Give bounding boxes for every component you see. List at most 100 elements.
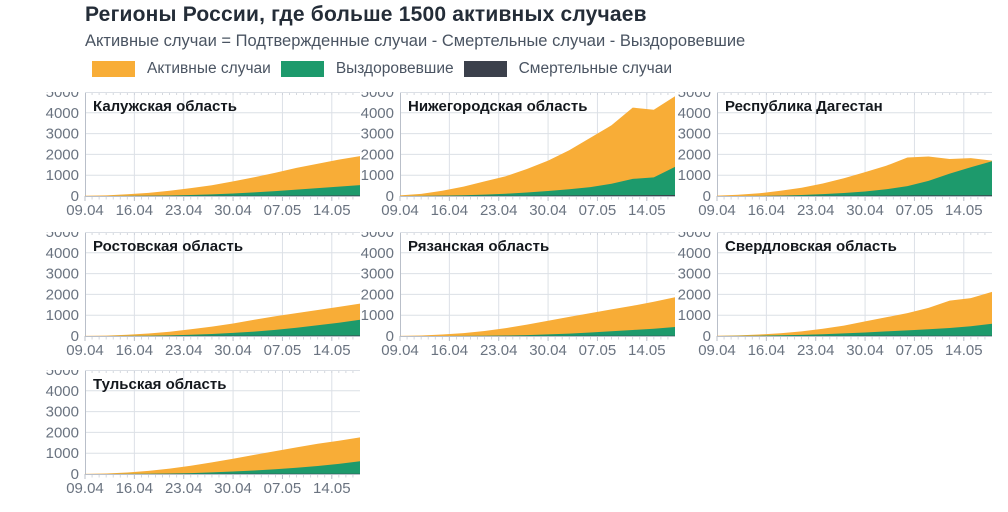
- region-chart: 0 1000 2000 3000 4000 5000 09.04 16.04 23.04 30.0…: [46, 362, 360, 497]
- area-recovered: [717, 161, 992, 196]
- region-title: Ростовская область: [93, 238, 243, 255]
- legend-label: Смертельные случаи: [518, 60, 673, 77]
- x-tick-label: 30.04: [846, 202, 884, 219]
- x-tick-label: 30.04: [529, 342, 567, 359]
- x-tick-label: 16.04: [431, 202, 469, 219]
- region-title: Нижегородская область: [408, 98, 587, 115]
- x-tick-label: 14.05: [313, 480, 351, 497]
- area-deaths: [400, 195, 675, 196]
- x-tick-label: 09.04: [66, 202, 104, 219]
- y-tick-label: 2000: [361, 286, 394, 303]
- subplot-1: 0 1000 2000 3000 4000 5000 09.04 16.04 23.04 30.0…: [41, 84, 360, 222]
- page-title: Регионы России, где больше 1500 активных…: [85, 3, 647, 26]
- y-tick-label: 2000: [678, 146, 711, 163]
- x-tick-label: 09.04: [698, 202, 736, 219]
- x-tick-label: 16.04: [116, 480, 154, 497]
- area-active-cases: [717, 291, 992, 336]
- y-tick-label: 0: [386, 188, 394, 205]
- y-tick-label: 3000: [361, 266, 394, 283]
- region-title: Рязанская область: [408, 238, 549, 255]
- y-tick-label: 5000: [361, 92, 394, 101]
- x-tick-label: 23.04: [165, 202, 203, 219]
- x-tick-label: 23.04: [480, 342, 518, 359]
- x-tick-label: 09.04: [381, 342, 419, 359]
- y-tick-label: 4000: [678, 245, 711, 262]
- y-tick-label: 3000: [46, 404, 79, 421]
- area-recovered: [85, 461, 360, 474]
- subplot-3: 0 1000 2000 3000 4000 5000 09.04 16.04 23.04 30.0…: [673, 84, 992, 222]
- x-tick-label: 09.04: [381, 202, 419, 219]
- region-chart: 0 1000 2000 3000 4000 5000 09.04 16.04 23.04 30.0…: [46, 84, 360, 219]
- x-tick-label: 09.04: [66, 480, 104, 497]
- y-tick-label: 0: [703, 188, 711, 205]
- region-chart: 0 1000 2000 3000 4000 5000 09.04 16.04 23.04 30.0…: [361, 84, 675, 219]
- x-tick-label: 30.04: [214, 480, 252, 497]
- x-tick-label: 14.05: [945, 342, 983, 359]
- y-tick-label: 4000: [678, 105, 711, 122]
- x-tick-label: 07.05: [896, 202, 934, 219]
- area-recovered: [400, 166, 675, 196]
- subplot-5: 0 1000 2000 3000 4000 5000 09.04 16.04 23.04 30.0…: [356, 224, 675, 362]
- page-subtitle: Активные случаи = Подтвержденные случаи …: [85, 32, 746, 50]
- x-tick-label: 23.04: [165, 342, 203, 359]
- x-tick-label: 09.04: [698, 342, 736, 359]
- x-tick-label: 07.05: [264, 202, 302, 219]
- y-tick-label: 4000: [46, 245, 79, 262]
- region-chart: 0 1000 2000 3000 4000 5000 09.04 16.04 23.04 30.0…: [678, 84, 992, 219]
- legend-label: Выздоровевшие: [335, 60, 454, 77]
- y-tick-label: 3000: [361, 126, 394, 143]
- y-tick-label: 1000: [678, 167, 711, 184]
- area-recovered: [400, 327, 675, 336]
- deaths-swatch-icon: [463, 61, 507, 77]
- x-tick-label: 07.05: [579, 202, 617, 219]
- region-chart: 0 1000 2000 3000 4000 5000 09.04 16.04 23.04 30.0…: [361, 224, 675, 359]
- area-active-cases: [85, 437, 360, 474]
- y-tick-label: 5000: [46, 92, 79, 101]
- x-tick-label: 23.04: [797, 202, 835, 219]
- area-active-cases: [85, 156, 360, 196]
- region-title: Калужская область: [93, 98, 237, 115]
- x-tick-label: 30.04: [529, 202, 567, 219]
- y-tick-label: 1000: [361, 307, 394, 324]
- x-tick-label: 30.04: [846, 342, 884, 359]
- y-tick-label: 1000: [46, 307, 79, 324]
- y-tick-label: 5000: [678, 92, 711, 101]
- y-tick-label: 2000: [46, 424, 79, 441]
- y-tick-label: 3000: [678, 266, 711, 283]
- area-active-cases: [400, 96, 675, 196]
- y-tick-label: 0: [386, 328, 394, 345]
- x-tick-label: 14.05: [313, 202, 351, 219]
- area-deaths: [85, 335, 360, 336]
- x-tick-label: 16.04: [748, 202, 786, 219]
- x-tick-label: 07.05: [896, 342, 934, 359]
- x-tick-label: 23.04: [797, 342, 835, 359]
- x-tick-label: 14.05: [628, 342, 666, 359]
- legend-item-active: Активные случаи: [92, 60, 271, 78]
- x-tick-label: 30.04: [214, 342, 252, 359]
- subplot-6: 0 1000 2000 3000 4000 5000 09.04 16.04 23.04 30.0…: [673, 224, 992, 362]
- x-tick-label: 23.04: [165, 480, 203, 497]
- area-recovered: [85, 185, 360, 196]
- area-recovered: [85, 319, 360, 336]
- area-deaths: [717, 195, 992, 196]
- y-tick-label: 1000: [678, 307, 711, 324]
- y-tick-label: 1000: [46, 167, 79, 184]
- y-tick-label: 5000: [46, 232, 79, 241]
- x-tick-label: 07.05: [264, 480, 302, 497]
- x-tick-label: 14.05: [313, 342, 351, 359]
- region-title: Республика Дагестан: [725, 98, 883, 115]
- y-tick-label: 2000: [46, 286, 79, 303]
- y-tick-label: 4000: [361, 245, 394, 262]
- region-chart: 0 1000 2000 3000 4000 5000 09.04 16.04 23.04 30.0…: [46, 224, 360, 359]
- y-tick-label: 5000: [46, 370, 79, 379]
- header: Регионы России, где больше 1500 активных…: [85, 2, 985, 51]
- area-deaths: [85, 195, 360, 196]
- x-tick-label: 09.04: [66, 342, 104, 359]
- active-cases-swatch-icon: [92, 61, 135, 77]
- x-tick-label: 23.04: [480, 202, 518, 219]
- x-tick-label: 07.05: [579, 342, 617, 359]
- x-tick-label: 07.05: [264, 342, 302, 359]
- subplot-2: 0 1000 2000 3000 4000 5000 09.04 16.04 23.04 30.0…: [356, 84, 675, 222]
- subplot-7: 0 1000 2000 3000 4000 5000 09.04 16.04 23.04 30.0…: [41, 362, 360, 500]
